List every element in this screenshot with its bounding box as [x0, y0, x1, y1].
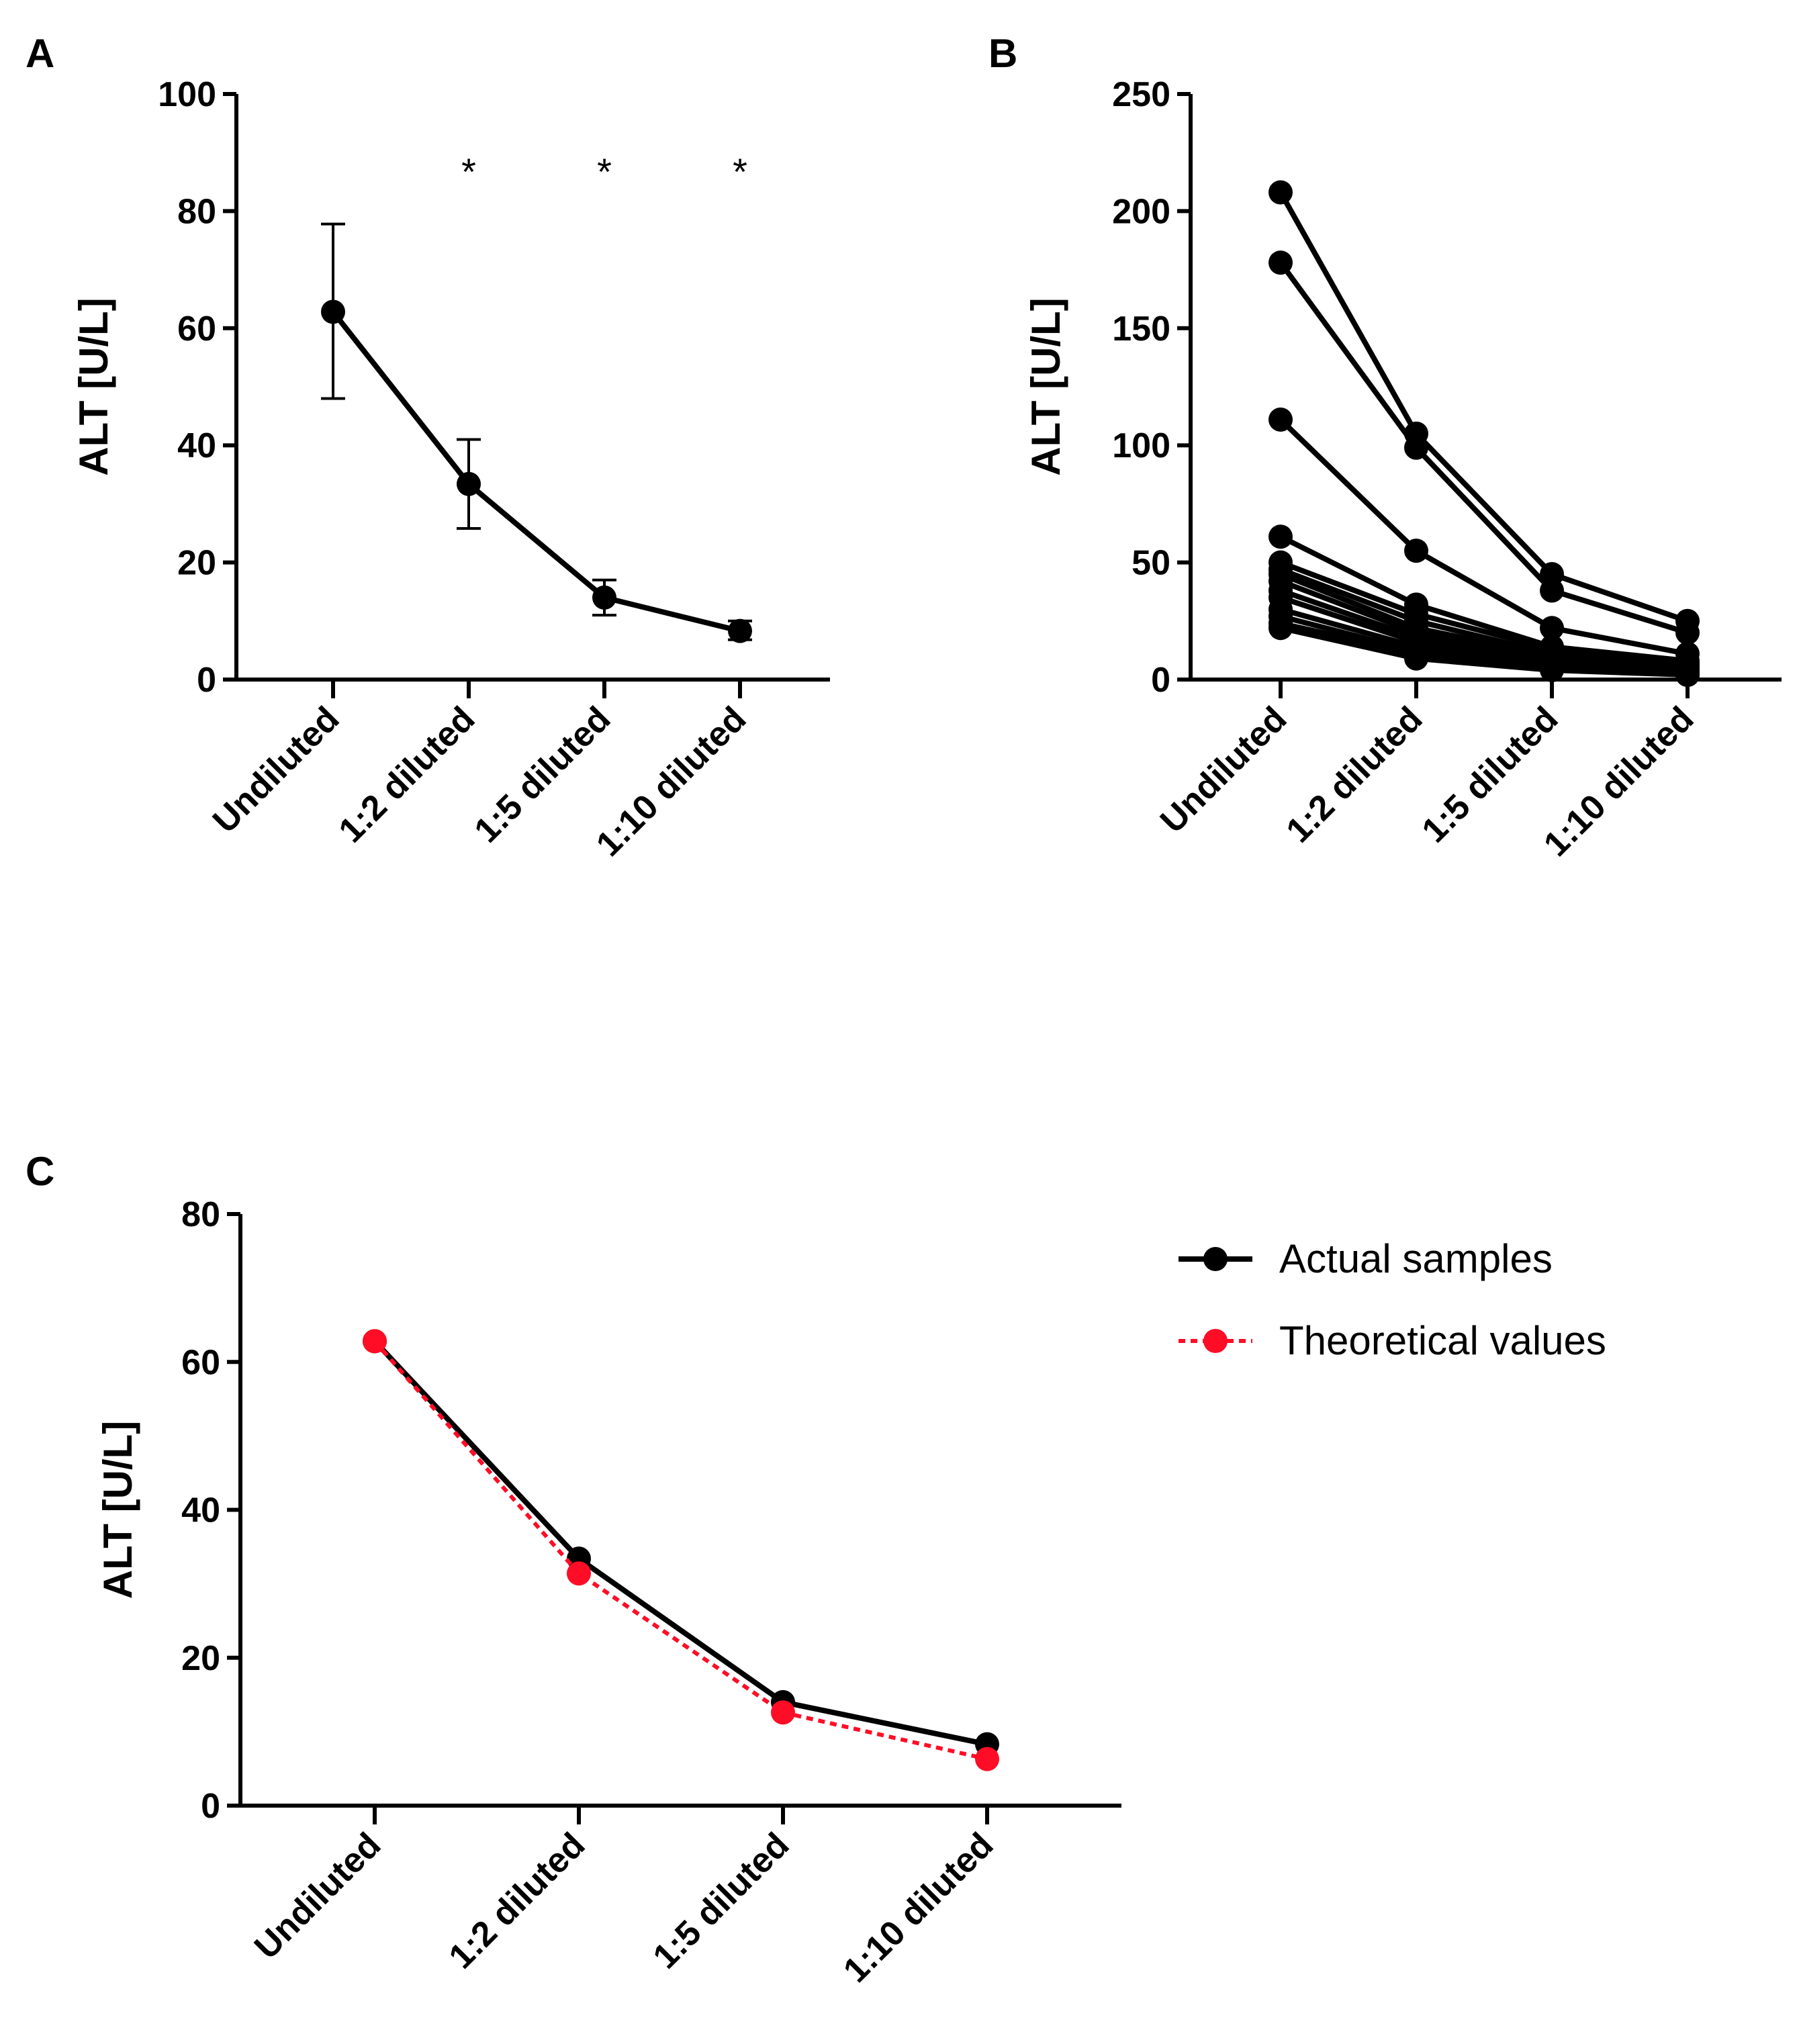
data-point	[1404, 646, 1428, 671]
panel-label: A	[26, 31, 54, 76]
series-line	[330, 310, 741, 634]
x-tick-label: 1:2 diluted	[1279, 699, 1430, 850]
data-point	[1540, 578, 1564, 603]
y-tick-label: 0	[1151, 661, 1170, 700]
data-point	[1268, 616, 1293, 641]
legend: Actual samples Theoretical values	[1179, 1236, 1606, 1363]
y-tick-label: 20	[181, 1639, 220, 1678]
y-axis-title: ALT [U/L]	[95, 1421, 140, 1599]
x-tick-label: 1:5 diluted	[467, 699, 618, 850]
legend-swatch-point	[1203, 1329, 1228, 1353]
data-point	[1268, 407, 1293, 432]
series-line	[1279, 559, 1688, 666]
data-point	[1404, 539, 1428, 563]
x-tick-label: 1:5 diluted	[1415, 699, 1566, 850]
y-tick-label: 50	[1132, 544, 1170, 583]
data-point	[1404, 435, 1428, 460]
x-tick-label: 1:2 diluted	[332, 699, 483, 850]
data-point	[567, 1561, 591, 1586]
data-point	[728, 618, 752, 643]
series-line	[1278, 261, 1689, 636]
series-line	[1280, 625, 1688, 678]
data-point	[1540, 658, 1564, 683]
y-tick-label: 100	[158, 75, 216, 114]
y-tick-label: 20	[177, 544, 216, 583]
y-tick-label: 40	[177, 426, 216, 465]
x-tick-label: 1:10 diluted	[836, 1825, 1001, 1990]
y-tick-label: 60	[177, 310, 216, 349]
data-point	[1268, 250, 1293, 275]
series-line	[1278, 191, 1689, 624]
panel-label: C	[26, 1149, 54, 1194]
significance-star: *	[597, 150, 612, 193]
data-point	[771, 1700, 795, 1725]
x-tick-label: Undiluted	[1153, 699, 1295, 841]
y-tick-label: 80	[177, 192, 216, 231]
panel-label: B	[988, 31, 1017, 76]
series-line	[373, 1340, 988, 1761]
y-tick-label: 60	[181, 1343, 220, 1382]
x-tick-label: Undiluted	[247, 1825, 389, 1967]
data-point	[457, 471, 481, 496]
data-point	[1540, 616, 1564, 641]
significance-star: *	[461, 150, 476, 193]
y-tick-label: 150	[1112, 310, 1170, 349]
x-tick-label: Undiluted	[205, 699, 347, 841]
significance-star: *	[733, 150, 747, 193]
data-point	[975, 1747, 999, 1771]
data-point	[321, 299, 345, 324]
y-axis-title: ALT [U/L]	[71, 297, 116, 475]
data-point	[363, 1329, 387, 1354]
y-axis-title: ALT [U/L]	[1023, 297, 1068, 475]
data-point	[1268, 180, 1293, 205]
legend-label: Theoretical values	[1279, 1318, 1606, 1363]
y-tick-label: 250	[1112, 75, 1170, 114]
legend-swatch-point	[1203, 1247, 1228, 1271]
y-tick-label: 100	[1112, 426, 1170, 465]
data-point	[592, 585, 616, 610]
y-tick-label: 200	[1112, 192, 1170, 231]
series-line	[373, 1339, 988, 1747]
y-tick-label: 40	[181, 1491, 220, 1530]
x-tick-label: 1:5 diluted	[646, 1825, 797, 1976]
data-point	[1675, 663, 1700, 688]
data-point	[1675, 620, 1700, 645]
y-tick-label: 80	[181, 1195, 220, 1234]
y-tick-label: 0	[197, 661, 216, 700]
legend-label: Actual samples	[1279, 1236, 1553, 1281]
chart-panel-c: C 0 20 40 60 80 ALT [U/L] Undiluted 1:2 diluted 1…	[26, 1149, 1606, 1990]
series-line	[1279, 417, 1688, 657]
data-point	[1268, 524, 1293, 549]
x-tick-label: 1:2 diluted	[442, 1825, 593, 1976]
y-tick-label: 0	[201, 1787, 220, 1826]
